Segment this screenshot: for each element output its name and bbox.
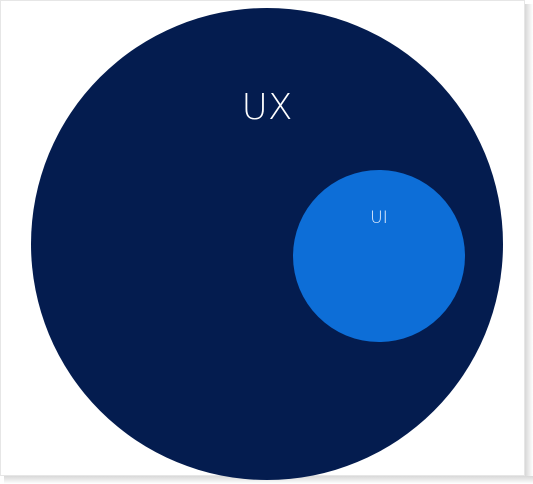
frame-shadow-right (525, 4, 533, 480)
frame-shadow-bottom (4, 476, 533, 484)
ux-circle (31, 8, 503, 480)
ui-label: UI (370, 208, 387, 228)
ux-label: UX (241, 87, 292, 128)
ui-circle (293, 170, 465, 342)
